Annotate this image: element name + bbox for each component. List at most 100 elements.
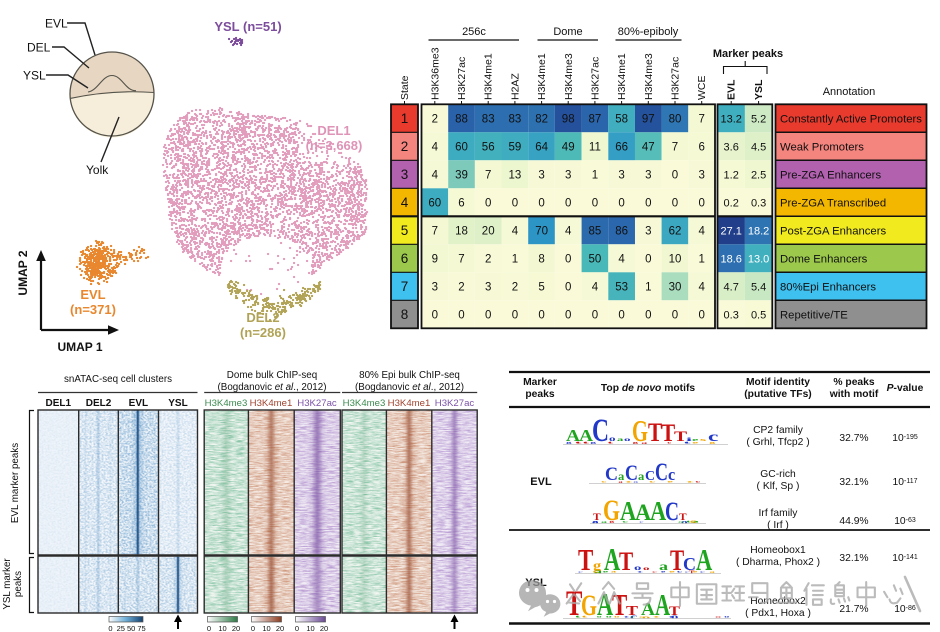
svg-text:e: e xyxy=(700,571,706,573)
svg-text:9: 9 xyxy=(432,254,438,266)
svg-text:0: 0 xyxy=(538,310,544,322)
svg-text:YSL: YSL xyxy=(753,79,765,100)
svg-text:o: o xyxy=(597,615,602,618)
svg-text:C: C xyxy=(683,554,696,574)
svg-text:(n=286): (n=286) xyxy=(240,325,286,340)
svg-text:H3K27ac: H3K27ac xyxy=(297,398,337,409)
svg-text:13.2: 13.2 xyxy=(720,113,741,125)
svg-text:G: G xyxy=(632,414,648,448)
svg-text:5: 5 xyxy=(401,223,409,238)
svg-text:80% Epi bulk ChIP-seq: 80% Epi bulk ChIP-seq xyxy=(359,370,460,381)
svg-text:2: 2 xyxy=(512,282,518,294)
svg-text:0: 0 xyxy=(207,624,211,632)
svg-text:0: 0 xyxy=(618,198,624,210)
svg-text:0: 0 xyxy=(618,310,624,322)
svg-text:59: 59 xyxy=(509,142,522,154)
svg-text:18: 18 xyxy=(455,226,468,238)
svg-text:Irf family: Irf family xyxy=(759,508,799,519)
svg-text:State: State xyxy=(399,75,411,100)
svg-text:e: e xyxy=(661,570,666,573)
svg-text:80%Epi Enhancers: 80%Epi Enhancers xyxy=(780,281,876,293)
svg-text:88: 88 xyxy=(455,114,468,126)
svg-text:G: G xyxy=(581,591,597,622)
svg-text:4.5: 4.5 xyxy=(751,141,766,153)
svg-text:a: a xyxy=(678,520,685,523)
svg-text:T: T xyxy=(674,427,687,444)
svg-text:H3K27ac: H3K27ac xyxy=(456,57,468,100)
svg-text:a: a xyxy=(638,470,644,483)
svg-text:6: 6 xyxy=(698,142,704,154)
svg-text:4: 4 xyxy=(401,195,409,210)
svg-text:Homeobox2: Homeobox2 xyxy=(750,596,806,607)
svg-text:Repetitive/TE: Repetitive/TE xyxy=(780,309,848,321)
svg-text:3: 3 xyxy=(485,282,491,294)
svg-text:70: 70 xyxy=(535,226,548,238)
svg-text:g: g xyxy=(609,520,614,524)
svg-text:a: a xyxy=(693,520,700,523)
svg-text:t: t xyxy=(625,481,633,484)
svg-text:1: 1 xyxy=(401,111,409,126)
svg-text:c: c xyxy=(667,442,671,445)
svg-text:EVL: EVL xyxy=(726,79,738,100)
svg-text:2: 2 xyxy=(458,282,464,294)
svg-text:a: a xyxy=(659,561,669,573)
svg-text:Homeobox1: Homeobox1 xyxy=(750,545,806,556)
svg-text:Top de novo motifs: Top de novo motifs xyxy=(601,383,695,394)
svg-text:10: 10 xyxy=(306,624,314,632)
svg-text:7: 7 xyxy=(698,114,704,126)
svg-text:e: e xyxy=(692,441,698,444)
svg-text:e: e xyxy=(692,438,699,442)
svg-text:0: 0 xyxy=(251,624,255,632)
svg-text:UMAP 1: UMAP 1 xyxy=(57,340,102,354)
svg-text:18.2: 18.2 xyxy=(748,225,769,237)
svg-text:c: c xyxy=(630,612,638,620)
svg-text:Pre-ZGA Enhancers: Pre-ZGA Enhancers xyxy=(780,169,881,181)
svg-text:58: 58 xyxy=(615,114,628,126)
svg-text:0: 0 xyxy=(592,198,598,210)
svg-text:T: T xyxy=(593,513,601,523)
svg-text:g: g xyxy=(593,559,602,573)
svg-text:( Dharma, Phox2 ): ( Dharma, Phox2 ) xyxy=(736,557,820,568)
svg-text:o: o xyxy=(592,519,599,526)
svg-text:0: 0 xyxy=(698,310,704,322)
svg-text:Dome: Dome xyxy=(553,26,582,38)
svg-text:t: t xyxy=(683,441,691,444)
svg-text:0.5: 0.5 xyxy=(751,309,766,321)
svg-text:o: o xyxy=(609,435,616,443)
svg-text:5.2: 5.2 xyxy=(751,113,766,125)
svg-text:c: c xyxy=(708,430,718,445)
svg-text:10: 10 xyxy=(262,624,270,632)
svg-text:60: 60 xyxy=(428,198,441,210)
svg-text:C: C xyxy=(625,461,638,485)
svg-text:10-63: 10-63 xyxy=(894,516,916,527)
svg-text:30: 30 xyxy=(669,282,682,294)
svg-text:8: 8 xyxy=(538,254,544,266)
svg-text:(Bogdanovic et al., 2012): (Bogdanovic et al., 2012) xyxy=(218,382,327,393)
svg-text:2: 2 xyxy=(401,139,409,154)
svg-text:DEL1: DEL1 xyxy=(46,398,72,409)
svg-text:(n=371): (n=371) xyxy=(70,302,116,317)
svg-text:3: 3 xyxy=(645,170,651,182)
svg-text:21.7%: 21.7% xyxy=(839,604,868,615)
svg-text:a: a xyxy=(618,470,624,483)
svg-text:e: e xyxy=(652,571,659,574)
svg-text:T: T xyxy=(670,544,684,577)
svg-text:H3K27ac: H3K27ac xyxy=(589,57,601,100)
svg-text:7: 7 xyxy=(432,226,438,238)
svg-text:5: 5 xyxy=(538,282,544,294)
svg-text:80: 80 xyxy=(669,114,682,126)
svg-text:with motif: with motif xyxy=(829,389,879,400)
svg-text:0: 0 xyxy=(645,310,651,322)
svg-text:T: T xyxy=(689,569,695,575)
svg-text:A: A xyxy=(604,541,620,577)
svg-text:8: 8 xyxy=(401,307,409,322)
svg-text:20: 20 xyxy=(232,624,240,632)
svg-text:4: 4 xyxy=(512,226,519,238)
svg-text:EVL: EVL xyxy=(530,476,552,488)
svg-text:a: a xyxy=(611,570,616,574)
svg-text:o: o xyxy=(634,564,642,572)
svg-text:20: 20 xyxy=(482,226,495,238)
svg-text:o: o xyxy=(642,614,650,620)
svg-text:T: T xyxy=(626,604,638,619)
svg-text:t: t xyxy=(624,616,631,618)
